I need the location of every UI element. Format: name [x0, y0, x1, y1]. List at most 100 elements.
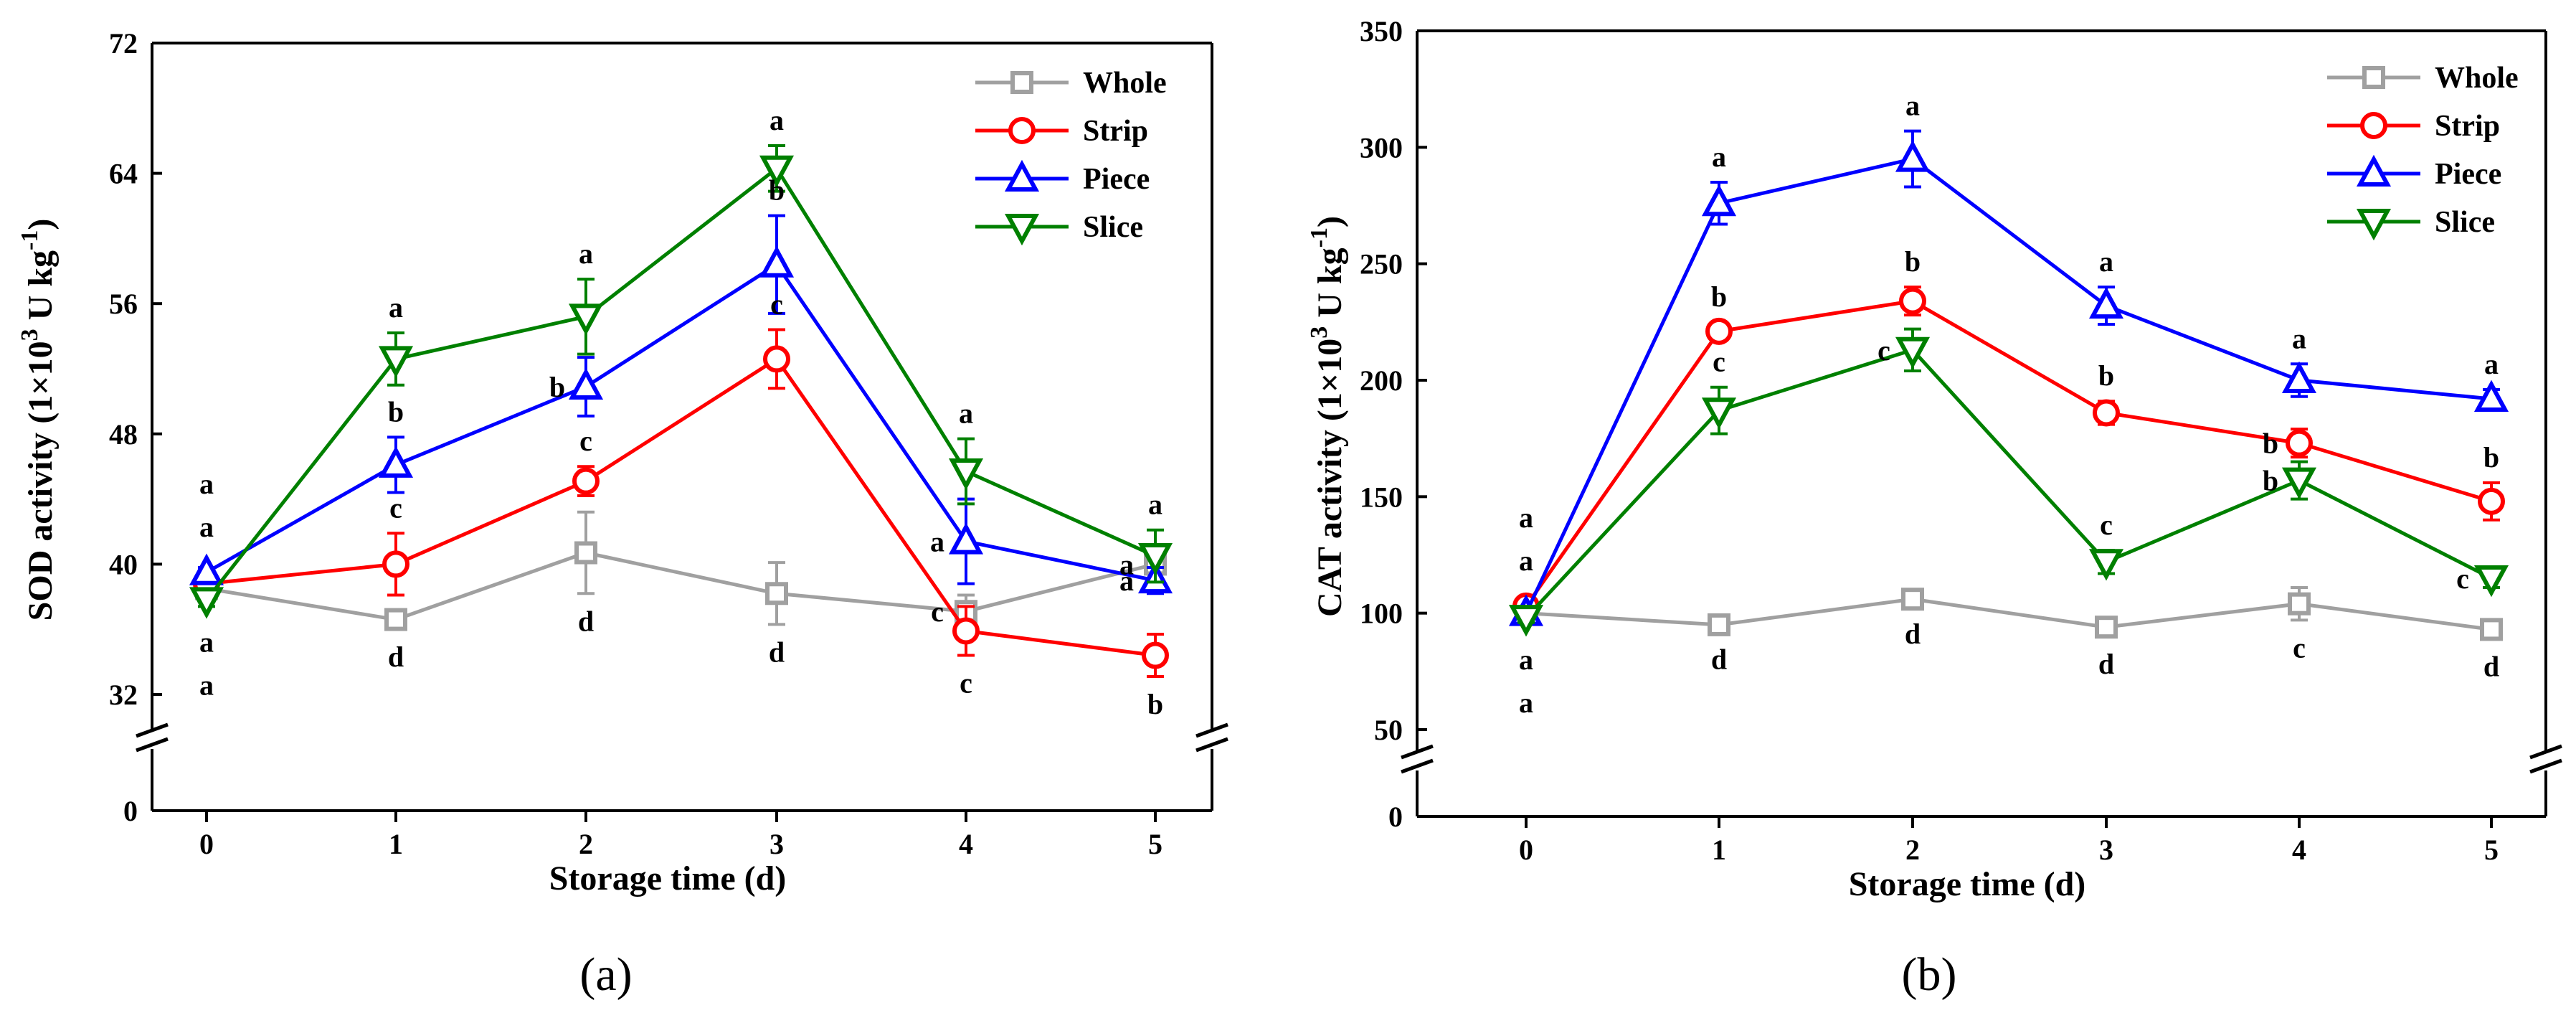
data-point-slice	[568, 303, 604, 336]
legend-marker-strip	[2360, 112, 2387, 139]
data-point-strip	[2286, 429, 2313, 457]
significance-letter: c	[2100, 509, 2113, 541]
y-axis-title-main: SOD activity (1×10	[22, 341, 60, 621]
y-tick-label: 350	[1360, 15, 1403, 47]
data-point-piece	[1895, 140, 1931, 172]
axis-break-mark	[1195, 737, 1228, 753]
legend-marker-piece	[1004, 159, 1040, 192]
y-axis-title-unit: U kg	[22, 250, 60, 329]
axis-break-mark	[1195, 722, 1228, 738]
series-line	[205, 262, 1156, 583]
data-point-strip	[1142, 641, 1169, 669]
data-point-whole	[1708, 613, 1730, 636]
y-tick-label: 100	[1360, 598, 1403, 630]
plot-frame	[136, 42, 1228, 812]
significance-letter: b	[2263, 428, 2278, 460]
x-tick-label: 5	[2484, 834, 2499, 866]
series-line	[205, 166, 1157, 601]
significance-letter: d	[2098, 648, 2114, 680]
y-axis-title: SOD activity (1×103 U kg-1)	[16, 219, 60, 621]
data-point-whole	[765, 582, 788, 605]
data-point-whole	[1901, 588, 1924, 611]
significance-letter: a	[1519, 545, 1533, 577]
y-axis-title-close: )	[1311, 216, 1349, 227]
data-point-strip	[572, 467, 600, 495]
data-point-piece	[568, 367, 604, 400]
y-axis-title-exp: 3	[1306, 326, 1332, 339]
axis-break-mark	[136, 737, 169, 753]
y-tick-label: 32	[109, 679, 138, 711]
x-tick-label: 0	[199, 828, 214, 860]
data-point-piece	[2281, 361, 2317, 393]
x-tick-label: 0	[1519, 834, 1533, 866]
data-point-slice	[1701, 397, 1737, 430]
significance-letter: a	[1519, 501, 1533, 534]
legend-marker-slice	[1004, 214, 1040, 246]
axis-break-mark	[2529, 758, 2562, 774]
y-axis-title-exp: 3	[16, 329, 43, 341]
legend-label-whole: Whole	[1083, 67, 1167, 100]
significance-letter: b	[1711, 281, 1727, 313]
data-point-slice	[378, 346, 414, 378]
series-strip	[1512, 286, 2505, 620]
data-point-strip	[2093, 399, 2120, 427]
significance-letter: d	[2483, 650, 2499, 682]
data-point-whole	[2480, 618, 2503, 641]
significance-letter: a	[579, 237, 593, 270]
significance-letter: c	[2293, 631, 2306, 664]
significance-letter: b	[2263, 465, 2278, 497]
y-tick-label: 200	[1360, 364, 1403, 397]
legend-label-piece: Piece	[2435, 158, 2501, 191]
significance-letter: a	[770, 104, 784, 136]
legend-marker-strip	[1008, 117, 1036, 144]
data-point-strip	[2478, 487, 2505, 515]
legend-marker-piece	[2356, 154, 2392, 187]
series-slice	[1508, 327, 2509, 637]
significance-letter: a	[199, 511, 214, 543]
data-point-strip	[382, 550, 409, 578]
y-tick-label: 72	[109, 27, 138, 60]
y-tick-label: 50	[1374, 714, 1403, 746]
data-point-piece	[378, 446, 414, 478]
significance-letter: c	[1877, 334, 1890, 367]
data-point-slice	[1137, 543, 1173, 575]
significance-letter: a	[199, 468, 214, 500]
legend: Whole Strip Piece Slice	[975, 67, 1167, 246]
data-point-slice	[1508, 605, 1544, 637]
significance-letter: b	[2483, 441, 2499, 473]
data-point-piece	[189, 553, 224, 585]
significance-letter: c	[931, 595, 944, 628]
legend-label-strip: Strip	[1083, 115, 1148, 148]
significance-letter: c	[960, 667, 972, 699]
x-tick-label: 2	[1905, 834, 1920, 866]
axis-break-mark	[1401, 744, 1434, 760]
significance-letter: b	[2098, 359, 2114, 392]
plot-frame	[1401, 29, 2562, 818]
data-point-slice	[759, 155, 795, 188]
legend-label-piece: Piece	[1083, 163, 1150, 196]
data-point-whole	[574, 541, 597, 565]
significance-letter: c	[389, 491, 402, 524]
y-tick-label: 40	[109, 548, 138, 580]
legend-label-strip: Strip	[2435, 110, 2500, 143]
legend-label-slice: Slice	[2435, 206, 2495, 239]
data-point-slice	[948, 458, 984, 491]
legend-label-slice: Slice	[1083, 211, 1143, 244]
data-point-whole	[2288, 592, 2311, 616]
data-point-strip	[1899, 287, 1926, 315]
series-line	[1525, 597, 2492, 631]
y-tick-label: 300	[1360, 131, 1403, 164]
x-axis-title: Storage time (d)	[1849, 865, 2086, 903]
significance-letter: a	[2292, 322, 2306, 354]
y-tick-label-zero: 0	[1388, 801, 1403, 833]
significance-letter: a	[1519, 687, 1533, 719]
legend-marker-whole	[2362, 66, 2385, 89]
x-tick-label: 5	[1148, 828, 1162, 860]
legend-label-whole: Whole	[2435, 62, 2519, 95]
series-line	[206, 356, 1156, 657]
significance-letter: d	[769, 636, 785, 668]
x-tick-label: 1	[1712, 834, 1726, 866]
significance-letter: b	[388, 395, 404, 428]
